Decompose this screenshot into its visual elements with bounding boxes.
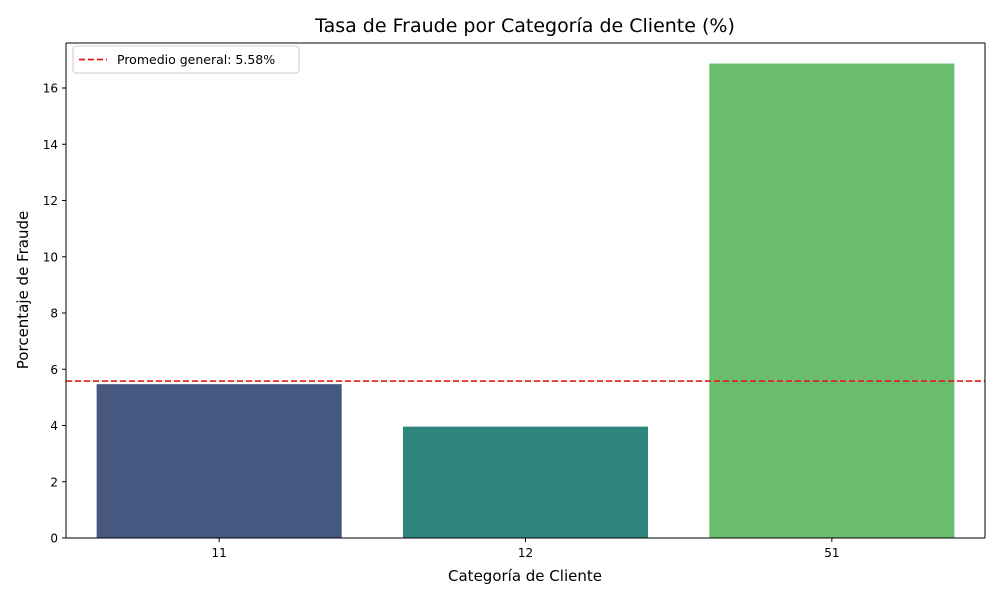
x-tick-label: 51	[824, 546, 839, 560]
y-tick-label: 8	[50, 307, 58, 321]
y-tick-label: 16	[43, 82, 58, 96]
legend: Promedio general: 5.58%	[72, 45, 300, 74]
x-tick-label: 12	[518, 546, 533, 560]
legend-box	[72, 45, 300, 74]
y-tick-label: 4	[50, 419, 58, 433]
y-tick-label: 6	[50, 363, 58, 377]
y-tick-label: 10	[43, 250, 58, 264]
y-tick-label: 14	[43, 138, 58, 152]
bar-12	[402, 426, 649, 538]
y-tick-label: 2	[50, 475, 58, 489]
legend-label: Promedio general: 5.58%	[117, 52, 275, 67]
bar-11	[96, 384, 342, 538]
bar-51	[709, 63, 955, 538]
x-tick-label: 11	[212, 546, 227, 560]
chart-title: Tasa de Fraude por Categoría de Cliente …	[314, 15, 735, 37]
y-tick-label: 0	[50, 532, 58, 546]
y-tick-label: 12	[43, 194, 58, 208]
x-axis-label: Categoría de Cliente	[448, 567, 602, 585]
y-axis-label: Porcentaje de Fraude	[14, 211, 32, 369]
